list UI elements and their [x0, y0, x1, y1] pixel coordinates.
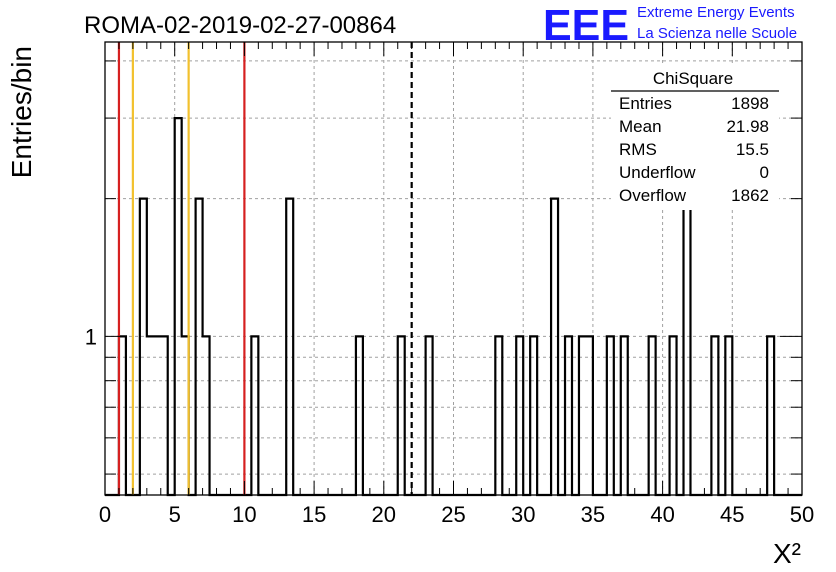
stats-row-value: 1862	[731, 186, 769, 205]
x-tick-label: 15	[302, 502, 326, 527]
stats-row-value: 21.98	[726, 117, 769, 136]
stats-rows: Entries 1898 Mean 21.98 RMS 15.5 Underflow 0 Ove…	[619, 94, 769, 205]
eee-logo-line2: La Scienza nelle Scuole	[637, 25, 797, 42]
reference-lines	[117, 42, 413, 495]
x-tick-label: 5	[169, 502, 181, 527]
eee-logo: EEE Extreme Energy Events La Scienza nel…	[543, 1, 797, 50]
axis-ticks: 0 5 10 15 20 25 30 35 40 45 50 1	[85, 42, 814, 527]
x-axis-title: X²	[773, 538, 801, 569]
run-title: ROMA-02-2019-02-27-00864	[84, 12, 396, 39]
stats-box: ChiSquare Entries 1898 Mean 21.98 RMS 15.5 Und…	[611, 64, 779, 210]
x-tick-label: 50	[790, 502, 814, 527]
stats-row-value: 15.5	[736, 140, 769, 159]
x-tick-label: 25	[441, 502, 465, 527]
stats-row-value: 0	[760, 163, 769, 182]
x-tick-label: 45	[720, 502, 744, 527]
stats-box-bg	[611, 64, 779, 210]
grid	[105, 42, 802, 495]
stats-row-label: Entries	[619, 94, 672, 113]
stats-row-label: Underflow	[619, 163, 696, 182]
x-tick-label: 10	[232, 502, 256, 527]
x-tick-label: 0	[99, 502, 111, 527]
x-tick-label: 30	[511, 502, 535, 527]
stats-row-value: 1898	[731, 94, 769, 113]
stats-row-label: RMS	[619, 140, 657, 159]
histogram-bin	[154, 336, 161, 495]
y-axis-title: Entries/bin	[6, 46, 37, 178]
stats-row-label: Mean	[619, 117, 662, 136]
x-tick-label: 35	[581, 502, 605, 527]
y-tick-label: 1	[85, 324, 97, 349]
eee-logo-line1: Extreme Energy Events	[637, 4, 795, 21]
stats-row-label: Overflow	[619, 186, 687, 205]
x-tick-label: 20	[372, 502, 396, 527]
histogram-bin	[147, 336, 154, 495]
x-tick-label: 40	[650, 502, 674, 527]
stats-title: ChiSquare	[653, 69, 733, 88]
